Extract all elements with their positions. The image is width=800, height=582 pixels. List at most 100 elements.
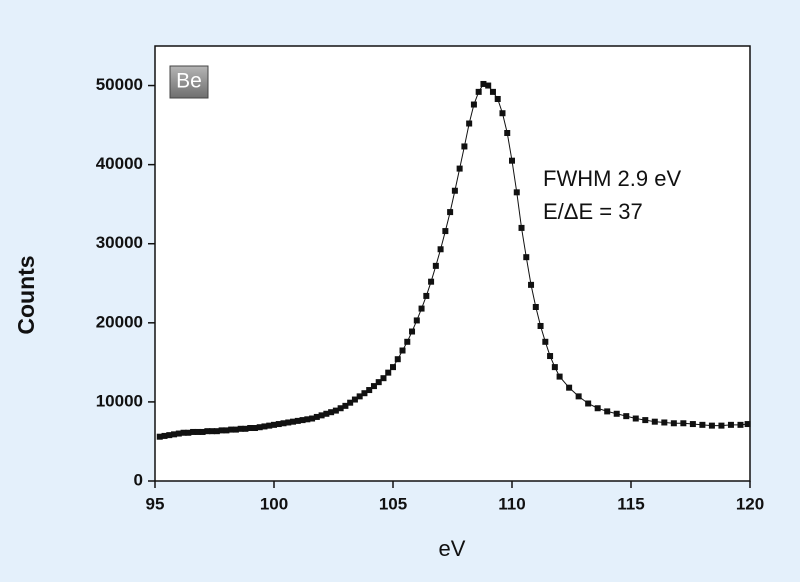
y-axis-label: Counts [13,255,39,334]
data-point [318,412,325,419]
data-point [489,88,496,95]
data-point [409,328,416,335]
data-point [294,417,301,424]
data-point [432,262,439,269]
data-point [537,322,544,329]
data-point [532,304,539,310]
data-point [394,356,401,363]
data-point [356,393,363,400]
x-axis-label: eV [439,536,466,561]
data-point [351,396,358,403]
data-point [256,424,263,431]
data-point [247,425,254,432]
data-point [623,413,630,420]
data-point [699,421,706,428]
data-point [337,405,344,412]
data-point [551,364,558,371]
data-point [328,409,335,416]
data-point [518,224,525,231]
data-point [428,278,435,285]
element-label: Be [176,70,202,93]
data-point [566,384,573,391]
data-point [275,421,282,428]
data-point [475,88,482,95]
data-point [642,417,649,424]
data-point [185,429,192,436]
data-point [418,305,425,312]
data-point [380,375,387,382]
data-point [313,413,320,420]
data-point [727,421,734,428]
data-point [390,364,396,371]
x-tick-label: 95 [146,494,165,513]
data-point [466,120,473,127]
data-point [651,418,658,425]
y-tick-label: 40000 [96,154,143,173]
data-point [513,189,520,196]
data-point [199,428,206,435]
data-point [290,418,297,425]
x-tick-label: 120 [736,494,764,513]
annotation: E/ΔE = 37 [543,199,643,224]
data-point [413,317,420,324]
data-point [442,228,449,235]
data-point [266,422,273,429]
data-point [485,82,492,89]
data-point [304,416,311,423]
data-point [194,428,201,435]
data-point [209,428,216,435]
data-point [156,433,163,440]
y-tick-label: 30000 [96,233,143,252]
data-point [175,430,182,437]
data-point [494,95,501,102]
data-point [232,426,239,433]
data-point [399,347,406,354]
data-point [375,379,382,386]
data-point [680,420,687,427]
data-point [542,338,549,345]
data-point [271,421,277,428]
data-point [556,373,563,380]
data-point [404,338,411,345]
data-point [437,246,444,253]
data-point [708,422,715,429]
data-point [456,165,463,172]
y-tick-label: 10000 [96,391,143,410]
data-point [632,415,639,422]
data-point [523,254,530,261]
data-point [509,157,515,164]
data-point [213,428,220,435]
data-point [366,387,373,394]
data-point [342,402,349,409]
data-point [242,425,249,432]
data-point [280,420,287,427]
y-tick-label: 50000 [96,75,143,94]
data-point [361,390,368,397]
data-point [299,417,306,424]
data-point [309,415,316,422]
data-point [604,408,611,415]
y-tick-label: 20000 [96,312,143,331]
data-point [218,427,225,434]
data-point [575,393,582,400]
data-point [423,292,430,299]
data-point [594,405,601,412]
x-tick-label: 110 [498,494,525,513]
data-point [166,432,173,439]
data-point [190,428,197,435]
x-tick-label: 105 [379,494,407,513]
data-point [228,426,235,433]
data-point [447,209,454,216]
plot-area [154,45,751,482]
data-point [261,423,268,430]
data-point [171,431,178,438]
data-point [347,399,354,406]
data-point [461,143,468,150]
data-point [504,130,511,136]
y-tick-label: 0 [134,470,143,489]
data-point [547,353,554,360]
data-point [613,410,620,417]
data-point [689,421,696,428]
